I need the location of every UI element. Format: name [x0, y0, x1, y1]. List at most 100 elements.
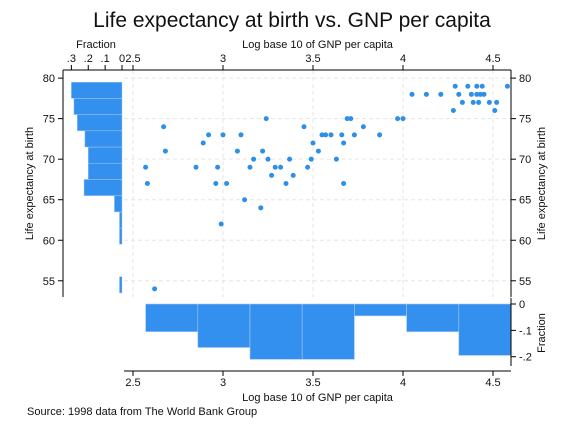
x-tick-label-top: 4.5 — [485, 53, 500, 65]
data-point — [144, 181, 150, 186]
y-histogram-bar — [88, 146, 123, 164]
y-axis-title-left: Life expectancy at birth — [24, 127, 36, 240]
data-point — [319, 132, 325, 138]
data-point — [339, 132, 345, 138]
data-point — [333, 156, 339, 162]
x-tick-label-bottom: 4 — [400, 377, 406, 389]
data-point — [290, 172, 296, 178]
data-point — [351, 132, 357, 138]
y-tick-label-right: 75 — [519, 114, 531, 126]
y-histogram-bar — [77, 114, 123, 132]
data-point — [323, 132, 329, 138]
x-histogram-tick-label: -.1 — [519, 325, 532, 337]
x-axis-title-bottom: Log base 10 of GNP per capita — [242, 392, 394, 404]
x-tick-label-top: 4 — [400, 53, 406, 65]
data-point — [251, 156, 257, 162]
y-histogram-title: Fraction — [76, 39, 116, 51]
data-point — [456, 91, 462, 97]
data-point — [494, 99, 500, 105]
data-point — [283, 181, 289, 186]
x-histogram-bar — [145, 303, 199, 332]
data-point — [238, 132, 244, 138]
y-tick-label-left: 65 — [43, 195, 55, 207]
y-histogram-tick-label: .3 — [67, 53, 76, 65]
y-tick-label-right: 55 — [519, 276, 531, 288]
x-histogram-bar — [301, 303, 355, 360]
data-point — [310, 140, 316, 146]
data-point — [468, 91, 474, 97]
y-tick-label-right: 65 — [519, 195, 531, 207]
data-point — [152, 286, 158, 292]
x-tick-label-bottom: 4.5 — [485, 377, 500, 389]
plot-layer: 55 60 65 70 75 80 Life expectancy at birth 55 60… — [24, 39, 548, 404]
data-point — [474, 83, 480, 89]
data-point — [193, 164, 199, 170]
data-point — [247, 164, 253, 170]
y-histogram-bar — [119, 211, 123, 229]
data-point — [344, 116, 350, 122]
data-point — [459, 99, 465, 105]
y-histogram-bar — [88, 162, 123, 180]
x-histogram-bar — [458, 303, 512, 356]
data-point — [272, 164, 278, 170]
y-tick-label-left: 80 — [43, 73, 55, 85]
x-tick-label-top: 2.5 — [125, 53, 140, 65]
data-point — [224, 181, 230, 186]
x-histogram-tick-label: 0 — [519, 299, 525, 311]
x-histogram-title: Fraction — [536, 313, 548, 353]
y-tick-label-left: 70 — [43, 154, 55, 166]
y-histogram-bar — [71, 81, 123, 99]
data-point — [470, 99, 476, 105]
data-point — [395, 116, 401, 122]
y-histogram-tick-label: 0 — [119, 53, 125, 65]
data-point — [360, 124, 366, 130]
x-tick-label-top: 3 — [220, 53, 226, 65]
data-point — [260, 148, 266, 154]
data-point — [341, 140, 347, 146]
y-histogram-bar — [119, 227, 123, 245]
data-point — [400, 116, 406, 122]
data-point — [476, 99, 482, 105]
source-note: Source: 1998 data from The World Bank Gr… — [27, 406, 257, 418]
x-histogram-bar — [249, 303, 303, 360]
y-histogram-tick-label: .1 — [101, 53, 110, 65]
y-tick-label-right: 70 — [519, 154, 531, 166]
data-point — [213, 181, 219, 186]
x-tick-label-bottom: 3 — [220, 377, 226, 389]
data-point — [486, 99, 492, 105]
x-histogram-tick-label: -.2 — [519, 352, 532, 364]
data-point — [308, 156, 314, 162]
data-point — [377, 132, 383, 138]
y-tick-label-left: 75 — [43, 114, 55, 126]
data-point — [465, 83, 471, 89]
data-point — [477, 91, 483, 97]
data-point — [263, 116, 269, 122]
data-point — [242, 197, 248, 203]
y-histogram-bar — [114, 195, 123, 213]
data-point — [161, 124, 167, 130]
y-tick-label-right: 60 — [519, 235, 531, 247]
data-point — [409, 91, 415, 97]
data-point — [479, 83, 485, 89]
data-point — [265, 156, 271, 162]
data-point — [162, 148, 168, 154]
data-point — [301, 124, 307, 130]
data-point — [341, 181, 347, 186]
x-histogram-bar — [354, 303, 407, 317]
data-point — [305, 164, 311, 170]
data-point — [504, 83, 510, 89]
data-point — [234, 148, 240, 154]
data-point — [328, 132, 334, 138]
data-point — [220, 132, 226, 138]
data-point — [218, 221, 224, 227]
data-point — [269, 172, 275, 178]
x-histogram-bar — [197, 303, 251, 348]
y-axis-title-right: Life expectancy at birth — [536, 127, 548, 240]
data-point — [481, 91, 487, 97]
x-tick-label-top: 3.5 — [305, 53, 320, 65]
data-point — [450, 108, 456, 114]
y-tick-label-left: 55 — [43, 276, 55, 288]
data-point — [315, 148, 321, 154]
data-point — [423, 91, 429, 97]
